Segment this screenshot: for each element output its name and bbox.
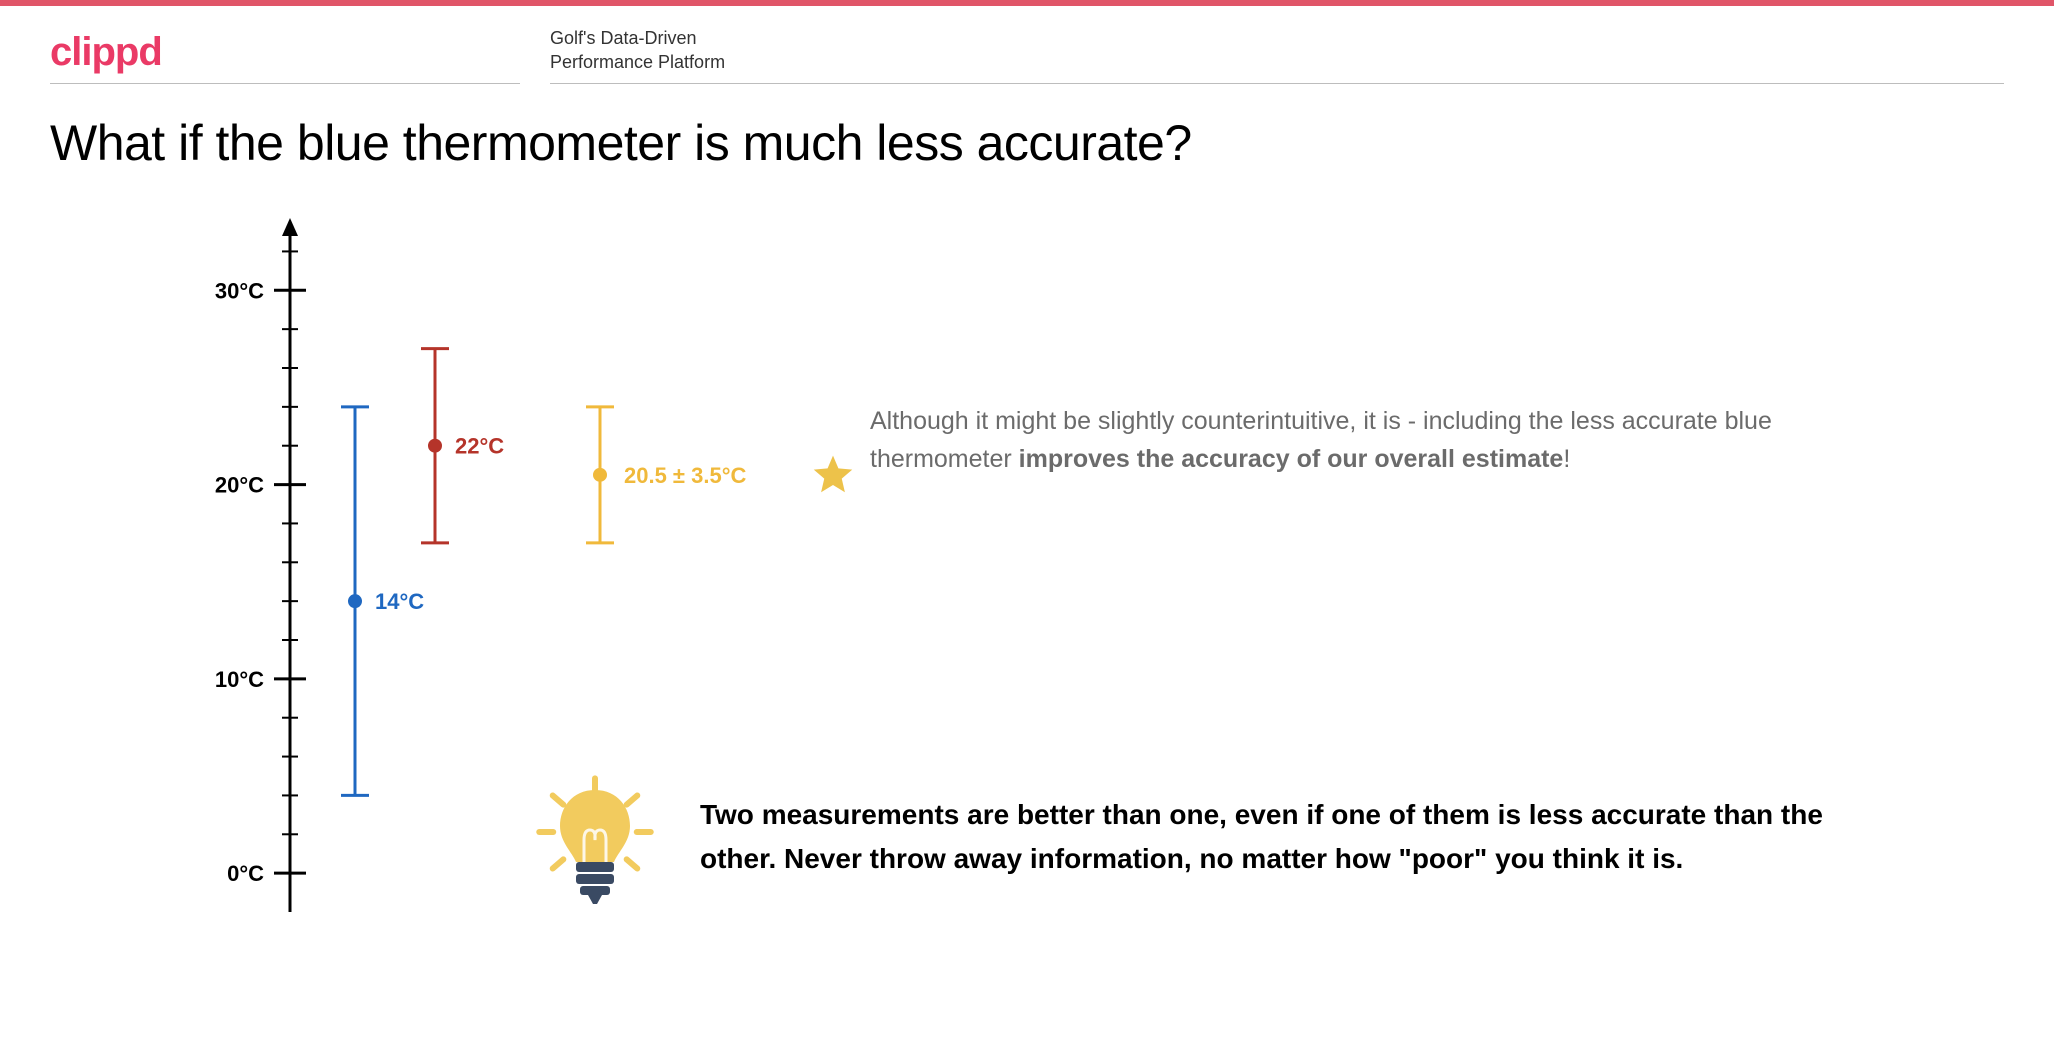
star-icon <box>810 451 856 502</box>
content-area: 0°C 10°C 20°C 30°C 14°C 22°C 20.5 ± 3.5°C Alth… <box>0 182 2054 942</box>
header: clippd Golf's Data-Driven Performance Pl… <box>0 6 2054 84</box>
svg-text:20.5 ± 3.5°C: 20.5 ± 3.5°C <box>624 462 746 487</box>
svg-text:20°C: 20°C <box>215 472 264 497</box>
tagline: Golf's Data-Driven Performance Platform <box>550 26 2004 84</box>
lightbulb-icon <box>530 762 660 912</box>
tagline-line-1: Golf's Data-Driven <box>550 26 2004 50</box>
svg-text:10°C: 10°C <box>215 666 264 691</box>
svg-text:22°C: 22°C <box>455 433 504 458</box>
explanation-suffix: ! <box>1563 445 1570 473</box>
insight-text: Two measurements are better than one, ev… <box>700 793 1870 880</box>
brand-logo: clippd <box>50 30 520 84</box>
explanation-strong: improves the accuracy of our overall est… <box>1019 445 1564 473</box>
explanation-paragraph: Although it might be slightly counterint… <box>870 402 1860 480</box>
tagline-line-2: Performance Platform <box>550 50 2004 74</box>
svg-text:0°C: 0°C <box>227 861 264 886</box>
insight-row: Two measurements are better than one, ev… <box>530 762 1870 912</box>
page-title: What if the blue thermometer is much les… <box>0 84 2054 182</box>
svg-text:14°C: 14°C <box>375 589 424 614</box>
svg-text:30°C: 30°C <box>215 278 264 303</box>
